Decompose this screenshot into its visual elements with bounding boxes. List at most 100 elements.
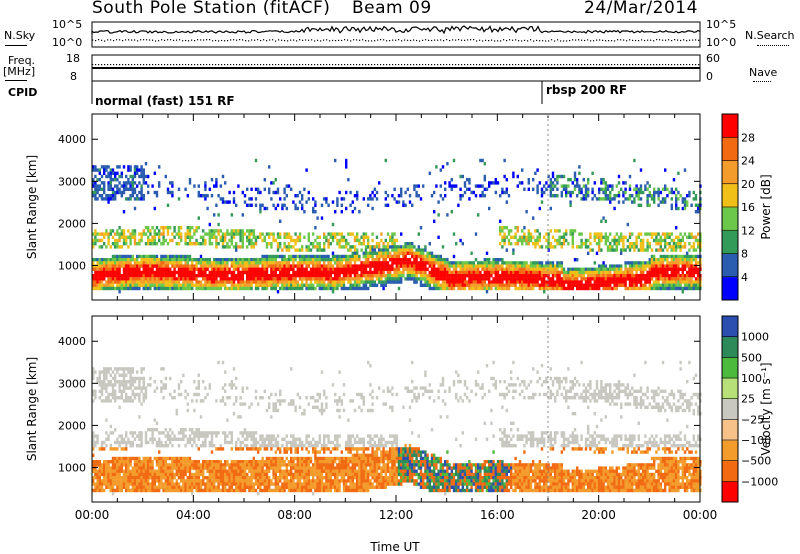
power-cell <box>393 187 396 191</box>
power-cell <box>239 245 242 249</box>
power-cell <box>298 274 302 278</box>
power-cell <box>248 270 251 275</box>
power-cell <box>235 248 238 252</box>
power-cell <box>488 277 491 281</box>
power-cell <box>417 264 420 268</box>
power-cell <box>367 277 370 281</box>
power-cell <box>686 200 689 204</box>
power-cell <box>518 235 522 239</box>
power-cell <box>364 261 368 265</box>
power-cell <box>327 270 330 275</box>
power-cell <box>371 238 374 243</box>
nave-dot <box>665 64 667 66</box>
power-cell <box>664 283 667 287</box>
velocity-cell <box>96 472 99 477</box>
power-cell <box>136 267 139 271</box>
power-cell <box>122 283 126 287</box>
power-cell <box>349 190 352 195</box>
power-cell <box>650 264 654 268</box>
power-cell <box>120 184 123 188</box>
power-cell <box>246 258 249 262</box>
power-cell <box>655 283 658 287</box>
power-cell <box>622 235 625 239</box>
power-cell <box>591 277 594 281</box>
power-cell <box>312 264 315 268</box>
power-cell <box>650 194 654 198</box>
power-cell <box>204 232 207 236</box>
power-cell <box>626 274 629 278</box>
velocity-cell <box>100 399 104 403</box>
power-cell <box>411 203 414 207</box>
power-cell <box>648 267 651 271</box>
power-cell <box>477 267 480 271</box>
power-cell <box>644 184 647 188</box>
power-cell <box>338 277 341 281</box>
power-cell <box>254 261 258 265</box>
power-cell <box>512 270 515 275</box>
power-cell <box>362 280 365 284</box>
power-cell <box>281 206 284 211</box>
power-cell <box>505 226 508 230</box>
velocity-cell <box>122 399 126 403</box>
power-cell <box>395 270 398 275</box>
power-cell <box>675 267 678 271</box>
power-cell <box>490 270 493 275</box>
power-cell <box>494 258 497 262</box>
power-cell <box>252 235 255 239</box>
power-cell <box>448 277 451 281</box>
power-cell <box>184 274 187 278</box>
power-cell <box>507 267 511 271</box>
power-cell <box>499 274 502 278</box>
power-cell <box>600 280 603 284</box>
power-cell <box>584 283 588 287</box>
power-cell <box>111 190 115 195</box>
nsky-legend-line <box>5 45 27 46</box>
power-cell <box>338 242 341 246</box>
power-cell <box>142 171 145 175</box>
power-cell <box>378 270 381 275</box>
power-cell <box>136 242 139 246</box>
nave-dot <box>695 64 697 66</box>
power-cell <box>133 229 137 233</box>
power-cell <box>100 245 104 249</box>
power-cell <box>118 187 121 191</box>
power-cell <box>455 264 458 268</box>
power-cell <box>461 261 464 265</box>
power-cell <box>287 242 291 246</box>
power-cell <box>633 200 636 204</box>
power-cell <box>239 274 242 278</box>
power-cell <box>633 187 636 191</box>
power-cell <box>147 280 150 284</box>
power-cell <box>340 254 343 259</box>
power-cell <box>312 261 315 265</box>
power-cell <box>540 190 544 195</box>
nave-dot <box>164 64 166 66</box>
power-cell <box>499 194 502 198</box>
power-cell <box>529 261 533 265</box>
power-cell <box>386 277 390 281</box>
power-cell <box>450 270 453 275</box>
power-cell <box>598 232 601 236</box>
power-cell <box>92 274 95 278</box>
power-cell <box>477 274 480 278</box>
power-cell <box>263 261 266 265</box>
power-cell <box>653 190 656 195</box>
power-cell <box>604 242 607 246</box>
power-cell <box>144 254 148 259</box>
power-cell <box>481 261 484 265</box>
power-cell <box>193 270 196 275</box>
power-cell <box>675 286 678 291</box>
power-cell <box>140 274 143 278</box>
power-cell <box>393 274 396 278</box>
power-cell <box>208 261 211 265</box>
power-cell <box>556 187 559 191</box>
power-cell <box>435 184 438 188</box>
power-cell <box>241 280 244 284</box>
power-cell <box>224 232 227 236</box>
power-cell <box>208 238 211 243</box>
power-cell <box>677 270 680 275</box>
power-cell <box>622 181 625 185</box>
velocity-cell <box>122 456 126 461</box>
power-cell <box>118 277 121 281</box>
power-cell <box>219 184 222 188</box>
